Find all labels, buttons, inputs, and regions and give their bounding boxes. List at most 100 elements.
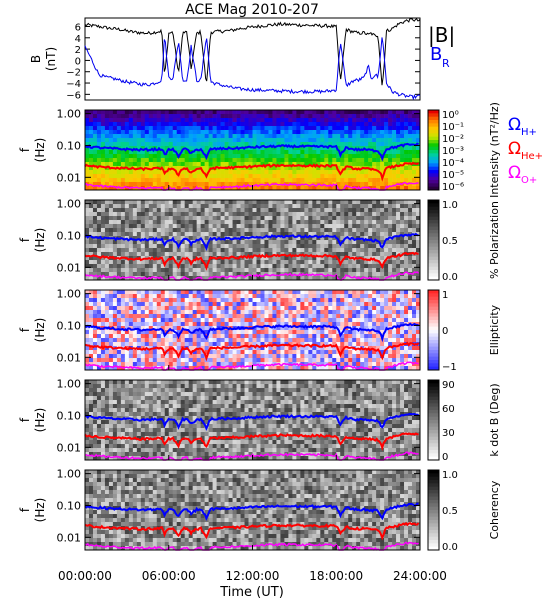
y-axis-label-unit: (Hz) [33, 228, 47, 253]
colorbar-frame [427, 469, 440, 551]
colorbar-tick-label: 10⁻⁴ [442, 158, 464, 169]
ellipticity-spectrogram [85, 290, 420, 370]
series-b-magnitude-line [84, 17, 421, 86]
ellipticity-panel: 1.00 0.10 0.01 f (Hz) 1 0 −1 Ellipticity [18, 288, 501, 373]
figure-title: ACE Mag 2010-207 [185, 2, 319, 18]
y-tick-label: −6 [66, 90, 81, 101]
y-tick-label: 0.01 [57, 261, 82, 274]
y-tick-label: 0 [75, 56, 81, 67]
coherency-colorbar: 1.0 0.5 0.0 Coherency [427, 469, 501, 553]
colorbar-tick-label: 10⁻¹ [442, 122, 464, 133]
gyrofrequency-legend: Ω H+Ω He+Ω O+ [508, 115, 543, 186]
colorbar-label: k dot B (Deg) [488, 383, 501, 456]
legend-subscript: He+ [521, 151, 543, 162]
series-b-radial-line [84, 37, 421, 101]
colorbar-tick-label: 10⁰ [442, 110, 459, 121]
y-tick-label: 6 [75, 22, 81, 33]
wave-normal-angle-colorbar: 90 60 30 0 k dot B (Deg) [427, 379, 501, 463]
gyrofrequency-o-plus-line [84, 451, 419, 461]
y-tick-label: 0.10 [57, 229, 82, 242]
y-axis-label: B [29, 55, 43, 63]
colorbar-tick-label: 0.0 [442, 542, 458, 553]
y-axis-label-unit: (Hz) [33, 408, 47, 433]
coherency-panel: 1.00 0.10 0.01 f (Hz) 1.0 0.5 0.0 Coherency [18, 468, 501, 553]
colorbar-tick-label: 10⁻³ [442, 146, 464, 157]
colorbar-label: % Polarization [488, 201, 501, 279]
colorbar-tick-label: 1.0 [442, 470, 458, 481]
y-axis-label-unit: (Hz) [33, 318, 47, 343]
y-axis-label-unit: (Hz) [33, 138, 47, 163]
colorbar-label: Coherency [488, 480, 501, 539]
legend-omega-h-plus: Ω [508, 115, 521, 135]
colorbar-tick-label: 10⁻² [442, 134, 464, 145]
colorbar-tick-label: 10⁻⁵ [442, 170, 464, 181]
intensity-panel: 1.00 0.10 0.01 f (Hz) 10⁰10⁻¹10⁻²10⁻³10⁻⁴10⁻⁵… [18, 102, 501, 198]
y-axis-label: f [18, 507, 32, 512]
colorbar-frame [427, 289, 440, 371]
colorbar-tick-label: 90 [442, 380, 455, 391]
ellipticity-colorbar: 1 0 −1 Ellipticity [427, 289, 501, 373]
y-tick-label: 0.10 [57, 409, 82, 422]
colorbar-frame [427, 379, 440, 461]
legend-omega-o-plus: Ω [508, 163, 521, 183]
y-tick-label: −4 [66, 79, 81, 90]
colorbar-tick-label: 0 [442, 452, 448, 463]
x-tick-label: 12:00:00 [226, 569, 280, 583]
colorbar-tick-label: 0.5 [442, 236, 458, 247]
colorbar-tick-label: 0.5 [442, 506, 458, 517]
y-axis-label: f [18, 237, 32, 242]
time-axis: 00:00:00 06:00:00 12:00:00 18:00:00 24:00:00 [58, 569, 447, 583]
y-tick-label: 1.00 [57, 108, 82, 121]
y-tick-label: 1.00 [57, 468, 82, 481]
colorbar-label: Ellipticity [488, 304, 501, 355]
gyrofrequency-o-plus-line [84, 271, 420, 281]
x-tick-label: 00:00:00 [58, 569, 112, 583]
y-tick-label: −2 [66, 68, 81, 79]
gyrofrequency-o-plus-line [84, 361, 419, 371]
x-axis-label: Time (UT) [219, 585, 284, 600]
gyrofrequency-o-plus-line [84, 541, 420, 551]
gyrofrequency-h-plus-line [84, 142, 419, 162]
y-tick-label: 0.10 [57, 139, 82, 152]
legend-omega-he-plus: Ω [508, 139, 521, 159]
x-tick-label: 24:00:00 [393, 569, 447, 583]
gyrofrequency-h-plus-line [84, 322, 420, 343]
y-tick-label: 0.01 [57, 531, 82, 544]
gyrofrequency-h-plus-line [84, 232, 419, 252]
colorbar-label: Intensity (nT²/Hz) [488, 102, 501, 198]
colorbar-frame [427, 109, 440, 191]
legend-b-radial: B [430, 44, 442, 65]
colorbar-tick-label: 10⁻⁶ [442, 182, 464, 193]
colorbar-frame [427, 199, 440, 281]
y-tick-label: 0.01 [57, 351, 82, 364]
colorbar-tick-label: 1 [442, 290, 448, 301]
legend-subscript: H+ [521, 127, 537, 138]
wave-normal-angle-panel: 1.00 0.10 0.01 f (Hz) 90 60 30 0 k dot B (Deg) [18, 378, 501, 463]
gyrofrequency-h-plus-line [84, 502, 419, 521]
gyrofrequency-he-plus-line [84, 432, 419, 451]
y-tick-label: 0.10 [57, 499, 82, 512]
colorbar-tick-label: 30 [442, 428, 455, 439]
y-tick-label: 2 [75, 45, 81, 56]
legend-b-radial-subscript: R [442, 57, 450, 70]
colorbar-tick-label: −1 [442, 362, 457, 373]
legend-b-magnitude: |B| [428, 23, 455, 47]
y-tick-label: 0.01 [57, 171, 82, 184]
y-axis-label: f [18, 147, 32, 152]
gyrofrequency-he-plus-line [84, 341, 420, 362]
gyrofrequency-h-plus-line [84, 412, 419, 431]
y-tick-label: 1.00 [57, 198, 82, 211]
x-tick-label: 06:00:00 [142, 569, 196, 583]
gyrofrequency-he-plus-line [84, 251, 419, 271]
y-tick-label: 0.10 [57, 319, 82, 332]
x-tick-label: 18:00:00 [309, 569, 363, 583]
y-tick-label: 1.00 [57, 378, 82, 391]
colorbar-tick-label: 0.0 [442, 272, 458, 283]
colorbar-tick-label: 0 [442, 326, 448, 337]
y-axis-label-unit: (nT) [44, 47, 58, 71]
gyrofrequency-he-plus-line [84, 521, 420, 541]
y-tick-label: 4 [75, 34, 81, 45]
